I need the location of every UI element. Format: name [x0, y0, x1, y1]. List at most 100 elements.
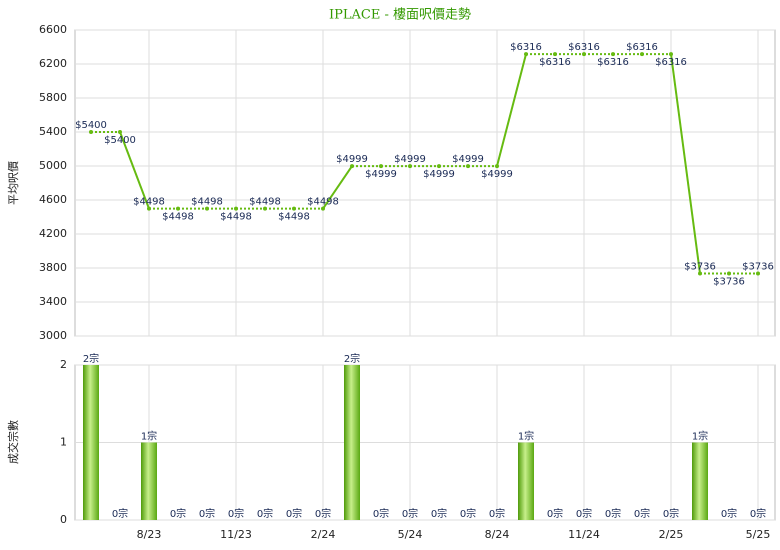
value-label: $4999	[452, 154, 484, 165]
x-tick-label: 2/24	[311, 528, 336, 541]
bar	[83, 365, 99, 520]
chart-title: IPLACE - 樓面呎價走勢	[329, 8, 471, 23]
y-tick-label: 4600	[39, 193, 67, 206]
point	[582, 52, 586, 57]
value-label: 0宗	[576, 507, 592, 520]
point	[466, 164, 470, 169]
y-tick-label: 5800	[39, 91, 67, 104]
value-label: 1宗	[518, 430, 534, 443]
value-label: $4999	[394, 154, 426, 165]
x-tick-label: 8/23	[137, 528, 162, 541]
value-label: 0宗	[431, 507, 447, 520]
y-axis-label: 成交宗數	[6, 420, 20, 464]
line-segment	[322, 165, 353, 210]
point	[553, 52, 557, 57]
value-label: 0宗	[373, 507, 389, 520]
value-label: 2宗	[344, 352, 360, 365]
point	[669, 52, 673, 57]
point	[640, 52, 644, 57]
value-label: $6316	[510, 42, 542, 53]
value-label: $4999	[481, 169, 513, 180]
value-label: $6316	[626, 42, 658, 53]
y-tick-label: 6600	[39, 23, 67, 36]
value-label: $6316	[539, 57, 571, 68]
value-label: 1宗	[692, 430, 708, 443]
point	[292, 206, 296, 211]
value-label: $3736	[684, 261, 716, 272]
plot-area	[74, 29, 776, 337]
value-label: $4999	[365, 169, 397, 180]
line-segment	[119, 131, 150, 210]
x-tick-label: 8/24	[485, 528, 510, 541]
y-tick-label: 4200	[39, 227, 67, 240]
y-axis-label: 平均呎價	[6, 161, 20, 205]
value-label: 0宗	[547, 507, 563, 520]
value-label: 0宗	[402, 507, 418, 520]
x-tick-label: 5/24	[398, 528, 423, 541]
value-label: $6316	[655, 57, 687, 68]
point	[350, 164, 354, 169]
point	[176, 206, 180, 211]
bar	[344, 365, 360, 520]
bar	[692, 442, 708, 520]
value-label: $3736	[713, 276, 745, 287]
point	[756, 271, 760, 276]
value-label: $3736	[742, 261, 774, 272]
y-tick-label: 5000	[39, 159, 67, 172]
point	[321, 206, 325, 211]
line-segment	[670, 54, 701, 274]
value-label: 0宗	[721, 507, 737, 520]
y-tick-label: 3400	[39, 295, 67, 308]
value-label: 0宗	[257, 507, 273, 520]
value-label: 2宗	[83, 352, 99, 365]
point	[263, 206, 267, 211]
point	[408, 164, 412, 169]
value-label: 0宗	[199, 507, 215, 520]
point	[727, 271, 731, 276]
value-label: 1宗	[141, 430, 157, 443]
value-label: 0宗	[634, 507, 650, 520]
point	[495, 164, 499, 169]
point	[205, 206, 209, 211]
value-label: $4999	[336, 154, 368, 165]
bar	[518, 442, 534, 520]
y-tick-label: 6200	[39, 57, 67, 70]
y-tick-label: 0	[60, 513, 67, 526]
value-label: 0宗	[315, 507, 331, 520]
point	[118, 130, 122, 134]
point	[379, 164, 383, 169]
y-tick-label: 5400	[39, 125, 67, 138]
value-label: 0宗	[750, 507, 766, 520]
value-label: $5400	[75, 120, 107, 131]
value-label: 0宗	[489, 507, 505, 520]
value-label: $4999	[423, 169, 455, 180]
value-label: $4498	[162, 212, 194, 223]
x-tick-label: 11/24	[568, 528, 600, 541]
y-tick-label: 3000	[39, 329, 67, 342]
point	[611, 52, 615, 57]
value-label: 0宗	[112, 507, 128, 520]
value-label: $5400	[104, 135, 136, 146]
point	[437, 164, 441, 169]
value-label: $4498	[307, 197, 339, 208]
x-tick-label: 5/25	[746, 528, 771, 541]
value-label: $6316	[597, 57, 629, 68]
x-tick-label: 11/23	[220, 528, 252, 541]
value-label: $4498	[220, 212, 252, 223]
value-label: $4498	[278, 212, 310, 223]
value-label: 0宗	[605, 507, 621, 520]
point	[524, 52, 528, 57]
point	[89, 130, 93, 134]
value-label: $4498	[249, 197, 281, 208]
y-tick-label: 2	[60, 358, 67, 371]
x-tick-label: 2/25	[659, 528, 684, 541]
point	[698, 271, 702, 276]
value-label: 0宗	[228, 507, 244, 520]
value-label: 0宗	[460, 507, 476, 520]
value-label: 0宗	[663, 507, 679, 520]
value-label: 0宗	[170, 507, 186, 520]
y-tick-label: 1	[60, 436, 67, 449]
point	[234, 206, 238, 211]
y-tick-label: 3800	[39, 261, 67, 274]
